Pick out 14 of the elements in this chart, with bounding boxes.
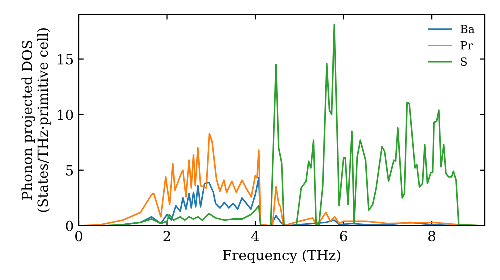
x-axis-title: Frequency (THz) — [223, 250, 340, 264]
x-tick-label: 8 — [428, 231, 436, 242]
x-tick-label: 0 — [75, 231, 82, 242]
y-tick-label: 0 — [66, 220, 74, 232]
y-axis-title: Phonon projected DOS (States/THz·primitive cell) — [22, 28, 51, 212]
y-tick-label: 15 — [58, 54, 74, 65]
legend-label: Pr — [460, 41, 473, 50]
x-tick-label: 6 — [340, 231, 348, 242]
x-tick-label: 2 — [164, 231, 170, 242]
y-tick-label: 10 — [58, 110, 74, 120]
x-tick-label: 4 — [252, 231, 260, 242]
legend-label: S — [461, 58, 468, 66]
y-tick-label: 5 — [66, 166, 74, 176]
legend-label: Ba — [460, 25, 475, 34]
